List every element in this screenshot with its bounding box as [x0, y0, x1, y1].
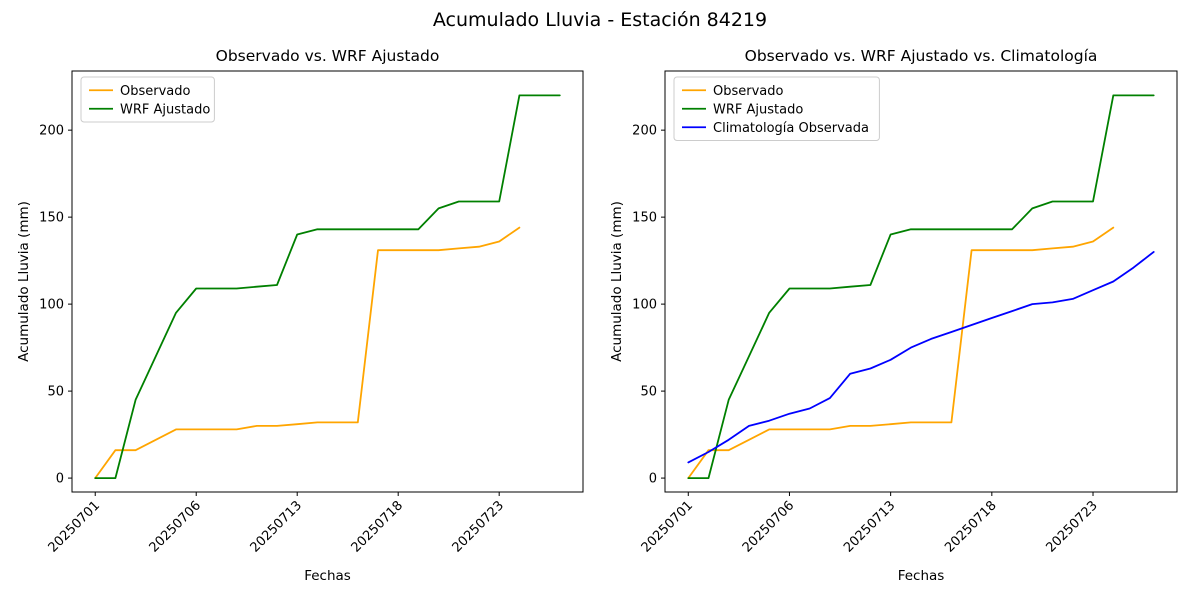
- x-tick-label: 20250713: [841, 498, 898, 555]
- x-tick-label: 20250701: [639, 498, 696, 555]
- line-observado: [687, 226, 1115, 480]
- x-tick-label: 20250706: [740, 498, 797, 555]
- y-tick-label: 100: [39, 298, 64, 313]
- y-tick-label: 0: [56, 472, 64, 487]
- axes-right-ylabel: Acumulado Lluvia (mm): [609, 201, 625, 362]
- axes-left-spines: [71, 70, 584, 493]
- x-tick-label: 20250723: [450, 498, 507, 555]
- x-tick-label: 20250723: [1043, 498, 1100, 555]
- axes-left-legend-box: [80, 76, 215, 123]
- axes-right-xlabel: Fechas: [898, 568, 945, 584]
- y-tick-label: 150: [632, 211, 657, 226]
- line-climatologia-observada: [687, 250, 1155, 464]
- legend-label-observado: Observado: [120, 84, 191, 99]
- legend-label-climatologia-observada: Climatología Observada: [713, 121, 869, 136]
- axes-left-y-ticks: 0 50 100 150 200: [39, 124, 72, 487]
- axes-right-series: [687, 94, 1155, 480]
- axes-left-x-ticks: 20250701 20250706 20250713 20250718 20250723: [46, 492, 507, 556]
- axes-left-title: Observado vs. WRF Ajustado: [216, 47, 440, 65]
- x-tick-label: 20250713: [248, 498, 305, 555]
- x-tick-label: 20250718: [942, 498, 999, 555]
- axes-right-legend: Observado WRF Ajustado Climatología Observ…: [673, 76, 880, 141]
- axes-left-xlabel: Fechas: [304, 568, 351, 584]
- line-wrf-ajustado: [687, 94, 1155, 480]
- figure-title: Acumulado Lluvia - Estación 84219: [432, 9, 768, 31]
- x-tick-label: 20250706: [147, 498, 204, 555]
- legend-label-wrf-ajustado: WRF Ajustado: [120, 102, 210, 117]
- legend-label-wrf-ajustado: WRF Ajustado: [713, 102, 803, 117]
- line-observado: [94, 226, 521, 480]
- legend-label-observado: Observado: [713, 84, 784, 99]
- axes-right-spines: [664, 70, 1178, 493]
- y-tick-label: 200: [39, 124, 64, 139]
- axes-right-legend-box: [673, 76, 880, 141]
- axes-right-x-ticks: 20250701 20250706 20250713 20250718 20250723: [639, 492, 1101, 556]
- y-tick-label: 200: [632, 124, 657, 139]
- axes-right-y-ticks: 0 50 100 150 200: [632, 124, 665, 487]
- axes-left-legend: Observado WRF Ajustado: [80, 76, 215, 123]
- y-tick-label: 50: [640, 385, 657, 400]
- x-tick-label: 20250718: [349, 498, 406, 555]
- axes-left-ylabel: Acumulado Lluvia (mm): [16, 201, 32, 362]
- y-tick-label: 0: [649, 472, 657, 487]
- y-tick-label: 150: [39, 211, 64, 226]
- axes-right-title: Observado vs. WRF Ajustado vs. Climatolo…: [745, 47, 1098, 65]
- x-tick-label: 20250701: [46, 498, 103, 555]
- axes-left-series: [94, 94, 561, 480]
- line-wrf-ajustado: [94, 94, 561, 480]
- y-tick-label: 50: [47, 385, 64, 400]
- y-tick-label: 100: [632, 298, 657, 313]
